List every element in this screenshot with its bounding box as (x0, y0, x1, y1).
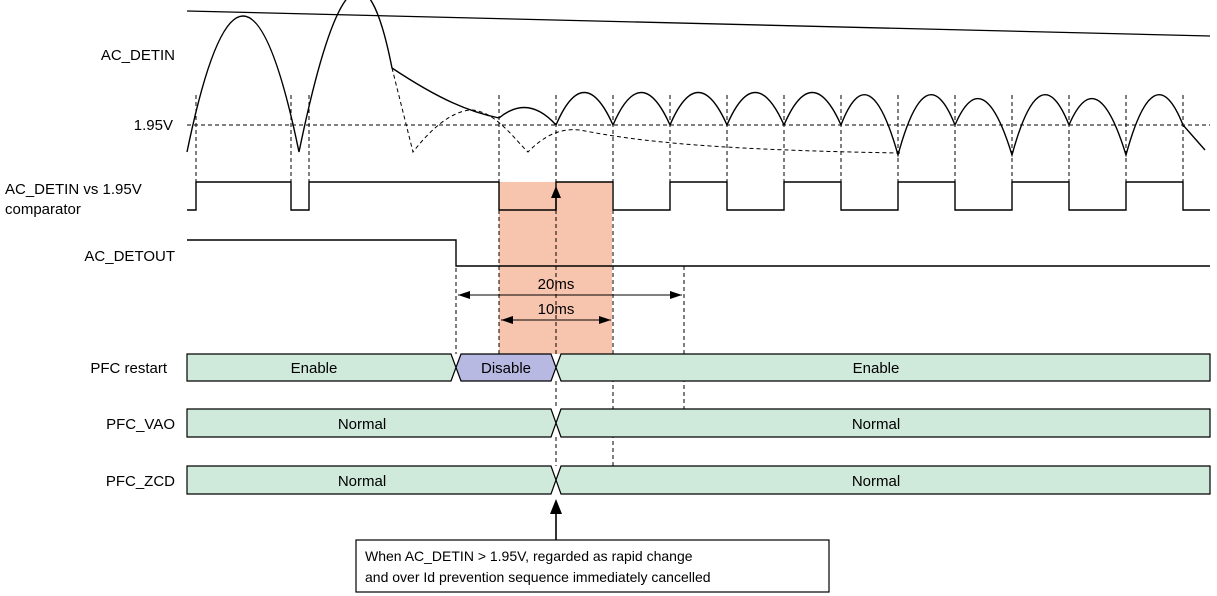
label-pfc-vao: PFC_VAO (106, 416, 175, 433)
label-ac-detout: AC_DETOUT (84, 248, 175, 265)
pfc-zcd-bus: Normal Normal (186, 465, 1211, 495)
zcd-normal-after: Normal (852, 473, 900, 490)
ac-detin-peak-line (186, 10, 1211, 37)
pfc-vao-bus: Normal Normal (186, 408, 1211, 438)
ac-detin-decay-dashed (391, 67, 901, 154)
vao-normal-before: Normal (338, 416, 386, 433)
note-arrow-head (550, 499, 562, 514)
dimension-10ms: 10ms (501, 301, 611, 324)
label-comparator-line2: comparator (5, 201, 81, 218)
label-pfc-zcd: PFC_ZCD (106, 473, 175, 490)
svg-text:10ms: 10ms (538, 301, 575, 318)
note-line1: When AC_DETIN > 1.95V, regarded as rapid… (365, 548, 693, 564)
label-threshold-voltage: 1.95V (134, 117, 173, 134)
vao-normal-after: Normal (852, 416, 900, 433)
label-comparator-line1: AC_DETIN vs 1.95V (5, 181, 142, 198)
dimension-20ms: 20ms (458, 276, 682, 299)
label-ac-detin: AC_DETIN (101, 47, 175, 64)
rising-edge-arrow-head (551, 186, 561, 198)
svg-text:20ms: 20ms (538, 276, 575, 293)
ac-detin-waveform (186, 0, 1206, 158)
vertical-markers (195, 95, 1184, 494)
restart-enable-after: Enable (853, 360, 900, 377)
note-box (355, 539, 830, 593)
zcd-normal-before: Normal (338, 473, 386, 490)
ac-detout-waveform (187, 239, 1210, 267)
note-line2: and over Id prevention sequence immediat… (365, 569, 711, 585)
restart-enable-before: Enable (291, 360, 338, 377)
label-pfc-restart: PFC restart (90, 360, 168, 377)
comparator-waveform (187, 181, 1210, 211)
restart-disable: Disable (481, 360, 531, 377)
pfc-restart-bus: Enable Disable Enable (186, 353, 1211, 382)
